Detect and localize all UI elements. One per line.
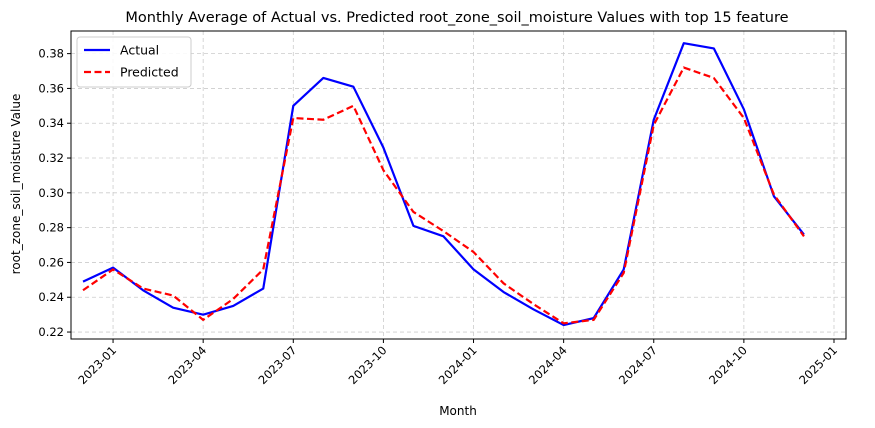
y-tick-label: 0.26 <box>38 255 64 269</box>
series-lines <box>82 42 805 327</box>
y-tick-label: 0.24 <box>38 290 64 304</box>
y-tick-label: 0.28 <box>38 221 64 235</box>
y-tick-label: 0.32 <box>38 151 64 165</box>
x-tick-label: 2023-04 <box>165 343 209 387</box>
x-axis-ticks: 2023-01 2023-04 2023-07 2023-10 2024-01 2024-… <box>75 339 840 387</box>
legend: Actual Predicted <box>76 36 192 88</box>
series-line-predicted <box>82 66 805 325</box>
legend-label-predicted: Predicted <box>120 65 179 80</box>
x-tick-label: 2025-01 <box>796 343 840 387</box>
chart-title: Monthly Average of Actual vs. Predicted … <box>125 10 788 26</box>
x-tick-label: 2023-07 <box>256 343 300 387</box>
y-axis-title: root_zone_soil_moisture Value <box>9 94 23 275</box>
y-tick-label: 0.34 <box>38 116 64 130</box>
y-tick-label: 0.38 <box>38 47 64 61</box>
x-tick-label: 2023-10 <box>346 343 390 387</box>
y-tick-label: 0.36 <box>38 81 64 95</box>
x-tick-label: 2023-01 <box>75 343 119 387</box>
y-tick-label: 0.22 <box>38 325 64 339</box>
grid <box>71 31 846 339</box>
legend-label-actual: Actual <box>120 43 159 58</box>
x-tick-label: 2024-07 <box>616 343 660 387</box>
x-tick-label: 2024-04 <box>526 343 570 387</box>
y-tick-label: 0.30 <box>38 186 64 200</box>
y-axis-ticks: 0.22 0.24 0.26 0.28 0.30 0.32 0.34 0.36 0.38 <box>38 47 71 339</box>
x-tick-label: 2024-01 <box>436 343 480 387</box>
series-line-actual <box>82 42 805 327</box>
plot-frame <box>70 30 847 340</box>
x-tick-label: 2024-10 <box>706 343 750 387</box>
x-axis-title: Month <box>439 404 477 418</box>
